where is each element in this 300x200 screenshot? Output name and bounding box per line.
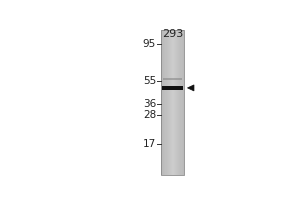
- Bar: [161, 30, 184, 175]
- Bar: [172, 30, 173, 175]
- Text: 36: 36: [143, 99, 156, 109]
- Bar: [183, 30, 184, 175]
- Bar: [177, 30, 178, 175]
- Bar: [165, 30, 166, 175]
- Polygon shape: [188, 85, 194, 91]
- Bar: [162, 86, 183, 90]
- Bar: [167, 30, 168, 175]
- Bar: [169, 30, 170, 175]
- Bar: [163, 78, 182, 80]
- Bar: [176, 30, 177, 175]
- Text: 293: 293: [162, 29, 183, 39]
- Text: 95: 95: [143, 39, 156, 49]
- Bar: [179, 30, 181, 175]
- Bar: [161, 30, 162, 175]
- Bar: [171, 30, 172, 175]
- Bar: [173, 30, 175, 175]
- Bar: [164, 30, 165, 175]
- Text: 28: 28: [143, 110, 156, 120]
- Bar: [181, 30, 182, 175]
- Bar: [170, 30, 171, 175]
- Bar: [178, 30, 179, 175]
- Bar: [162, 30, 163, 175]
- Bar: [163, 30, 164, 175]
- Text: 17: 17: [143, 139, 156, 149]
- Bar: [168, 30, 169, 175]
- Text: 55: 55: [143, 76, 156, 86]
- Bar: [182, 30, 183, 175]
- Bar: [175, 30, 176, 175]
